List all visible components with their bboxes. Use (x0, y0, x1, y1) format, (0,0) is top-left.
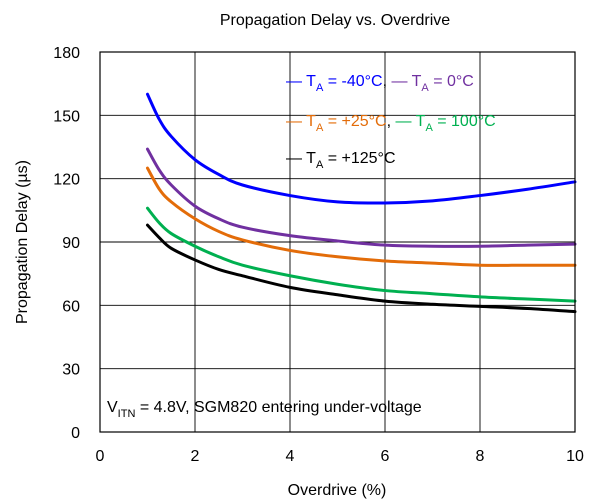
legend-entry: — T (391, 73, 421, 90)
legend-value: = +125°C (323, 150, 395, 167)
legend-value: = -40°C (323, 73, 382, 90)
y-tick-label: 0 (71, 425, 80, 442)
y-tick-labels: 0 30 60 90 120 150 180 (53, 45, 80, 442)
y-tick-label: 30 (62, 362, 80, 379)
legend-row: — TA = -40°C, — TA = 0°C (286, 73, 474, 94)
annotation-base: V (107, 399, 118, 416)
legend-row: — TA = +25°C, — TA = 100°C (286, 113, 496, 134)
annotation-rest: = 4.8V, SGM820 entering under-voltage (135, 399, 421, 416)
legend-subscript: A (316, 159, 324, 171)
legend-separator: , (383, 73, 392, 90)
y-tick-label: 60 (62, 298, 80, 315)
legend-subscript: A (316, 122, 324, 134)
legend-entry: — T (286, 150, 316, 167)
legend-value: = +25°C (323, 113, 386, 130)
annotation-subscript: ITN (118, 408, 136, 420)
annotation: VITN = 4.8V, SGM820 entering under-volta… (107, 399, 422, 420)
series-line-3 (146, 206, 577, 303)
x-tick-label: 10 (566, 448, 584, 465)
y-tick-label: 90 (62, 235, 80, 252)
legend-entry: — T (286, 73, 316, 90)
y-tick-label: 180 (53, 45, 80, 62)
x-tick-label: 2 (191, 448, 200, 465)
x-tick-labels: 0 2 4 6 8 10 (96, 448, 584, 465)
annotation-text: VITN = 4.8V, SGM820 entering under-volta… (107, 399, 422, 420)
legend-value: = 0°C (429, 73, 474, 90)
legend-row: — TA = +125°C (286, 150, 396, 171)
series-line-0 (146, 92, 577, 205)
legend-entry: — T (396, 113, 426, 130)
x-tick-label: 8 (476, 448, 485, 465)
y-tick-label: 120 (53, 172, 80, 189)
x-axis-label: Overdrive (%) (288, 482, 387, 499)
series-lines (146, 92, 577, 314)
y-axis-label: Propagation Delay (µs) (14, 160, 31, 324)
plot-area (99, 51, 576, 433)
x-tick-label: 6 (381, 448, 390, 465)
series-line-2 (146, 166, 577, 267)
x-tick-label: 0 (96, 448, 105, 465)
grid (100, 52, 575, 432)
x-tick-label: 4 (286, 448, 295, 465)
legend-separator: , (387, 113, 396, 130)
legend-value: = 100°C (433, 113, 496, 130)
legend-subscript: A (425, 122, 433, 134)
y-tick-label: 150 (53, 108, 80, 125)
legend-entry: — T (286, 113, 316, 130)
series-line-4 (146, 223, 577, 314)
legend-subscript: A (421, 82, 429, 94)
legend-subscript: A (316, 82, 324, 94)
legend: — TA = -40°C, — TA = 0°C— TA = +25°C, — … (286, 73, 496, 171)
chart-title: Propagation Delay vs. Overdrive (220, 12, 450, 29)
series-line-1 (146, 147, 577, 248)
